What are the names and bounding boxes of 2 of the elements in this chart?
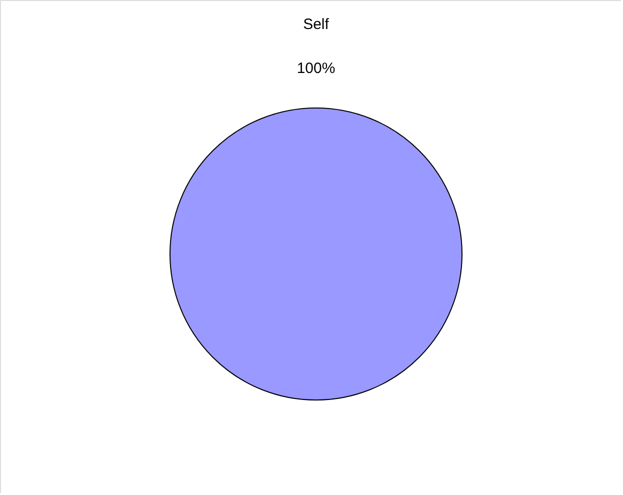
data-label: 100% xyxy=(296,60,336,77)
slice-label: Self xyxy=(303,16,330,33)
